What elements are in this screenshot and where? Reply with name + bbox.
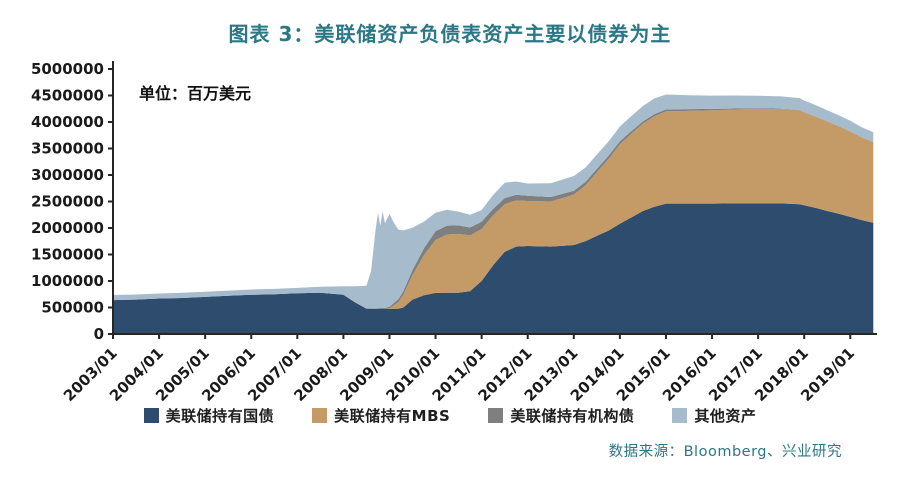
y-tick-label: 1500000: [31, 246, 104, 264]
y-tick-label: 5000000: [31, 60, 104, 78]
legend-swatch-treasuries: [143, 408, 159, 423]
legend: 美联储持有国债 美联储持有MBS 美联储持有机构债 其他资产: [0, 405, 900, 426]
legend-label-other: 其他资产: [694, 407, 757, 425]
chart-title: 图表 3：美联储资产负债表资产主要以债券为主: [228, 22, 672, 46]
y-tick-label: 2500000: [31, 193, 104, 211]
area-mbs: [113, 109, 874, 309]
legend-label-mbs: 美联储持有MBS: [334, 407, 451, 425]
legend-swatch-mbs: [312, 408, 328, 423]
data-source: 数据来源：Bloomberg、兴业研究: [608, 444, 842, 460]
unit-label: 单位：百万美元: [139, 84, 251, 103]
legend-item-mbs: 美联储持有MBS: [312, 405, 450, 426]
legend-label-treasuries: 美联储持有国债: [165, 407, 275, 425]
y-tick-label: 3500000: [31, 140, 104, 158]
y-tick-label: 1000000: [31, 272, 104, 290]
legend-swatch-other: [672, 408, 688, 423]
legend-item-treasuries: 美联储持有国债: [143, 405, 275, 426]
area-other: [113, 94, 874, 309]
legend-label-agency: 美联储持有机构债: [510, 407, 635, 425]
legend-item-agency: 美联储持有机构债: [488, 405, 634, 426]
y-tick-label: 2000000: [31, 219, 104, 237]
legend-item-other: 其他资产: [672, 405, 756, 426]
y-tick-label: 4500000: [31, 87, 104, 105]
area-treasuries: [113, 203, 874, 334]
stacked-area-chart: 0 500000 1000000 1500000 2000000 2500000 30000…: [31, 60, 877, 403]
y-tick-label: 4000000: [31, 113, 104, 131]
y-tick-label: 3000000: [31, 166, 104, 184]
y-tick-label: 0: [94, 325, 104, 343]
legend-swatch-agency: [488, 408, 504, 423]
y-tick-label: 500000: [41, 299, 104, 317]
